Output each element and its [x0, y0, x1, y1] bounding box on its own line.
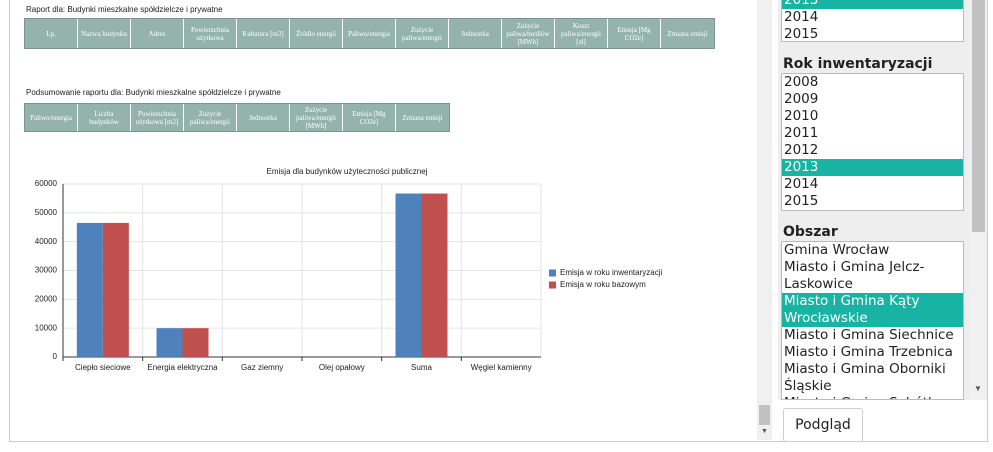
column-header: Zużycie paliwa/energii — [184, 104, 237, 131]
summary-header: Paliwo/energia Liczba budynków Powierzchni… — [24, 103, 450, 132]
list-option[interactable]: Miasto i Gmina Jelcz-Laskowice — [784, 259, 925, 292]
list-option[interactable]: Miasto i Gmina Trzebnica — [784, 344, 953, 360]
column-header: Źródło energii — [290, 19, 343, 48]
list-option[interactable]: 2008 — [784, 74, 819, 90]
x-tick-label: Olej opałowy — [319, 363, 365, 372]
y-tick-label: 10000 — [35, 323, 58, 332]
bar — [395, 193, 422, 357]
section-label: Rok inwentaryzacji — [783, 56, 933, 72]
report-title: Raport dla: Budynki mieszkalne spółdziel… — [26, 5, 223, 14]
column-header: Adres — [131, 19, 184, 48]
list-option[interactable]: 2013 — [782, 159, 963, 176]
list-option[interactable]: 2015 — [784, 26, 819, 42]
column-header: Liczba budynków — [78, 104, 131, 131]
list-option[interactable]: Miasto i Gmina Kąty Wrocławskie — [782, 293, 963, 327]
scroll-thumb[interactable] — [972, 0, 985, 232]
list-option[interactable]: 2013 — [782, 0, 963, 9]
column-header: Koszt paliwa/energii [zł] — [555, 19, 608, 48]
scroll-thumb[interactable] — [759, 405, 770, 425]
list-option[interactable]: Miasto i Gmina Oborniki Śląskie — [784, 361, 946, 394]
x-tick-label: Suma — [411, 363, 432, 372]
column-header: Kubatura [m3] — [237, 19, 290, 48]
y-tick-label: 30000 — [35, 266, 58, 275]
list-option[interactable]: 2009 — [784, 91, 819, 107]
y-tick-label: 20000 — [35, 294, 58, 303]
column-header: Lp. — [25, 19, 78, 48]
list-option[interactable]: 2011 — [784, 125, 819, 141]
year-list[interactable]: 2008 2009 2010 2011 2012 2013 2014 2015 — [781, 73, 964, 211]
bar — [421, 193, 448, 357]
sidebar-scrollbar[interactable]: ▼ — [970, 0, 987, 400]
bar — [102, 222, 129, 357]
preview-button[interactable]: Podgląd — [783, 408, 863, 442]
column-header: Emisja [Mg CO2e] — [343, 104, 396, 131]
bar — [182, 328, 209, 357]
list-option[interactable]: 2012 — [784, 142, 819, 158]
y-tick-label: 40000 — [35, 237, 58, 246]
x-tick-label: Gaz ziemny — [241, 363, 283, 372]
bar — [156, 328, 183, 357]
chart: Emisja dla budynków użyteczności publicz… — [35, 167, 663, 372]
list-option[interactable]: 2010 — [784, 108, 819, 124]
column-header: Zużycie paliwa/energii — [396, 19, 449, 48]
column-header: Powierzchnia użytkowa — [184, 19, 237, 48]
area-list[interactable]: Gmina Wrocław Miasto i Gmina Jelcz-Laskow… — [781, 241, 964, 400]
legend-swatch — [549, 281, 556, 289]
list-option[interactable]: Gmina Wrocław — [784, 242, 890, 258]
legend-label: Emisja w roku bazowym — [560, 280, 646, 289]
y-tick-label: 0 — [53, 352, 58, 361]
scroll-arrow[interactable]: ▼ — [761, 428, 768, 435]
column-header: Powierzchnia użytkowa [m2] — [131, 104, 184, 131]
y-tick-label: 60000 — [35, 179, 58, 188]
column-header: Paliwo/energia — [343, 19, 396, 48]
bar — [76, 222, 103, 357]
year-list[interactable]: 2013 2014 2015 — [781, 0, 964, 42]
list-option[interactable]: 2014 — [784, 9, 819, 25]
column-header: Nazwa budynku — [78, 19, 131, 48]
list-option[interactable]: 2014 — [784, 176, 819, 192]
list-option[interactable]: Miasto i Gmina Siechnice — [784, 327, 954, 343]
x-tick-label: Energia elektryczna — [147, 363, 218, 372]
list-option[interactable]: Miasto i Gmina Sobótka — [782, 395, 963, 399]
column-header: Jednostka — [449, 19, 502, 48]
chart-title: Emisja dla budynków użyteczności publicz… — [267, 167, 428, 176]
list-option[interactable]: 2015 — [784, 193, 819, 209]
main-scrollbar[interactable]: ▼ — [757, 0, 772, 440]
x-tick-label: Ciepło sieciowe — [75, 363, 131, 372]
legend-label: Emisja w roku inwentaryzacji — [560, 268, 662, 277]
column-header: Zużycie paliwa/energii [MWh] — [290, 104, 343, 131]
frame — [9, 0, 988, 442]
summary-title: Podsumowanie raportu dla: Budynki mieszk… — [26, 88, 281, 97]
scroll-arrow[interactable]: ▼ — [974, 384, 982, 393]
x-tick-label: Węgiel kamienny — [471, 363, 532, 372]
report-header: Lp. Nazwa budynku Adres Powierzchnia użytko… — [24, 18, 715, 49]
column-header: Zużycie paliwa/mediów [MWh] — [502, 19, 555, 48]
column-header: Zmiana emisji — [402, 113, 443, 122]
legend-swatch — [549, 269, 556, 277]
column-header: Jednostka — [237, 104, 290, 131]
column-header: Zmiana emisji — [667, 29, 708, 38]
y-tick-label: 50000 — [35, 208, 58, 217]
section-label: Obszar — [783, 224, 838, 240]
column-header: Paliwo/energia — [25, 104, 78, 131]
column-header: Emisja [Mg CO2e] — [608, 19, 661, 48]
